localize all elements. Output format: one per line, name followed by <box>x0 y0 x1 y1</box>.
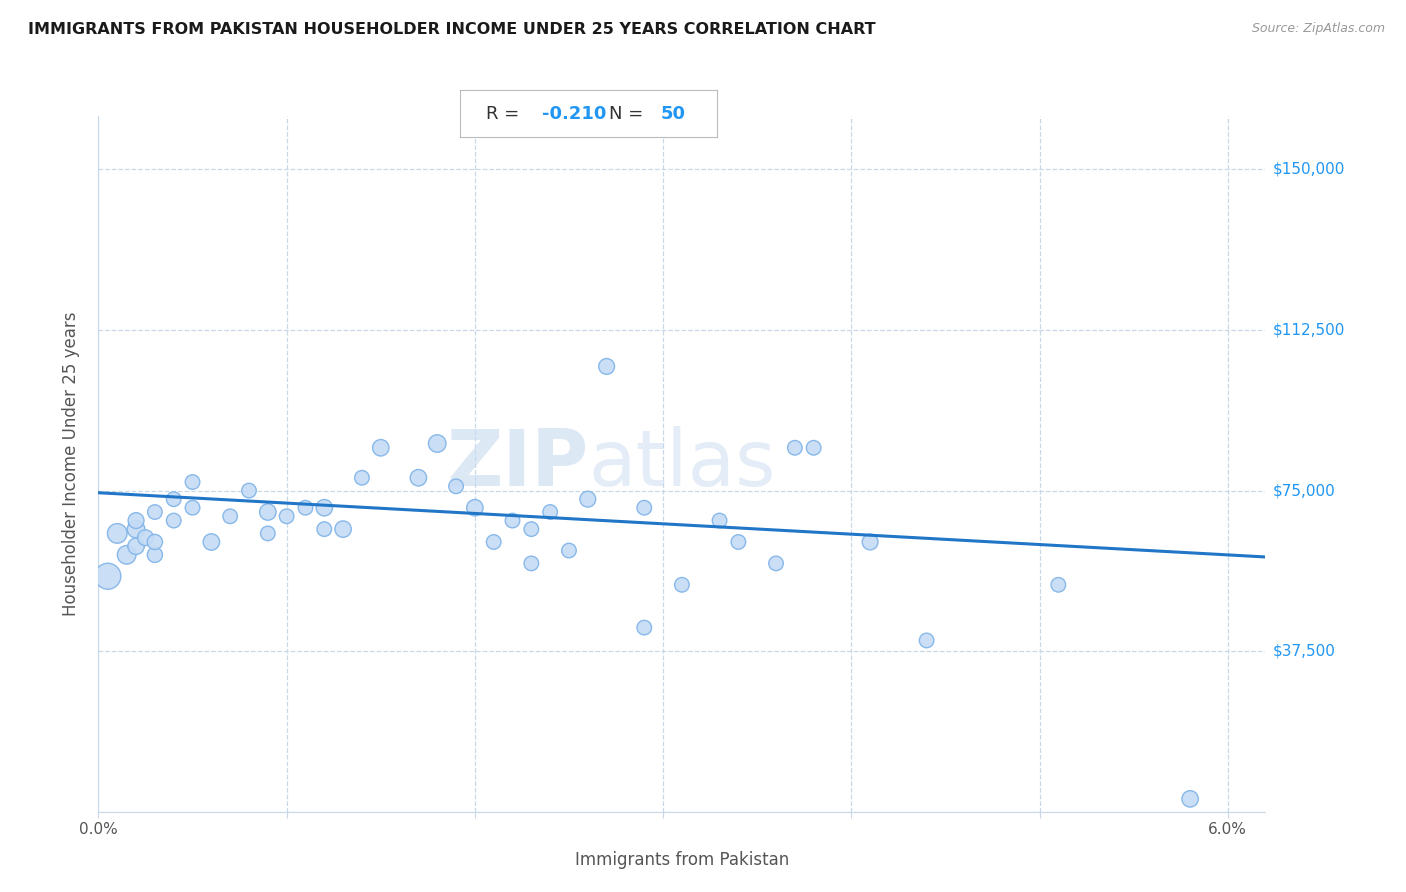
Point <box>134 531 156 545</box>
Point <box>576 492 599 507</box>
Text: $37,500: $37,500 <box>1272 644 1336 658</box>
Point <box>915 633 938 648</box>
Point <box>709 514 731 528</box>
Point <box>1178 792 1201 806</box>
Text: $112,500: $112,500 <box>1272 323 1344 337</box>
Point <box>671 578 693 592</box>
Point <box>314 522 336 536</box>
Point <box>181 500 204 515</box>
X-axis label: Immigrants from Pakistan: Immigrants from Pakistan <box>575 851 789 869</box>
Point <box>520 557 543 571</box>
Point <box>803 441 825 455</box>
Text: atlas: atlas <box>589 425 776 502</box>
Point <box>143 505 166 519</box>
Point <box>595 359 617 374</box>
Text: 50: 50 <box>661 104 686 122</box>
Point <box>125 514 148 528</box>
Point <box>105 526 128 541</box>
Point <box>314 500 336 515</box>
Point <box>294 500 316 515</box>
Point <box>633 500 655 515</box>
Point <box>125 522 148 536</box>
Point <box>783 441 806 455</box>
Point <box>859 535 882 549</box>
Text: IMMIGRANTS FROM PAKISTAN HOUSEHOLDER INCOME UNDER 25 YEARS CORRELATION CHART: IMMIGRANTS FROM PAKISTAN HOUSEHOLDER INC… <box>28 22 876 37</box>
Point <box>558 543 581 558</box>
Text: R =: R = <box>486 104 524 122</box>
Point <box>276 509 298 524</box>
Point <box>408 471 430 485</box>
Point <box>219 509 242 524</box>
Point <box>332 522 354 536</box>
Point <box>464 500 486 515</box>
Y-axis label: Householder Income Under 25 years: Householder Income Under 25 years <box>62 311 80 616</box>
Point <box>520 522 543 536</box>
Point <box>143 548 166 562</box>
Text: ZIP: ZIP <box>446 425 589 502</box>
Point <box>370 441 392 455</box>
Point <box>727 535 749 549</box>
Point <box>115 548 138 562</box>
Point <box>143 535 166 549</box>
Point <box>1047 578 1070 592</box>
Text: $150,000: $150,000 <box>1272 162 1344 177</box>
Text: $75,000: $75,000 <box>1272 483 1336 498</box>
Text: -0.210: -0.210 <box>543 104 607 122</box>
Point <box>502 514 524 528</box>
Point <box>765 557 787 571</box>
Point <box>125 539 148 553</box>
Text: N =: N = <box>609 104 650 122</box>
Point <box>444 479 467 493</box>
Text: Source: ZipAtlas.com: Source: ZipAtlas.com <box>1251 22 1385 36</box>
Point <box>426 436 449 450</box>
Point <box>633 621 655 635</box>
Point <box>256 505 278 519</box>
Point <box>181 475 204 489</box>
Point <box>97 569 120 583</box>
Point <box>163 492 186 507</box>
Point <box>256 526 278 541</box>
Point <box>538 505 561 519</box>
Point <box>200 535 222 549</box>
Point <box>163 514 186 528</box>
Point <box>482 535 505 549</box>
Point <box>238 483 260 498</box>
Point <box>350 471 373 485</box>
